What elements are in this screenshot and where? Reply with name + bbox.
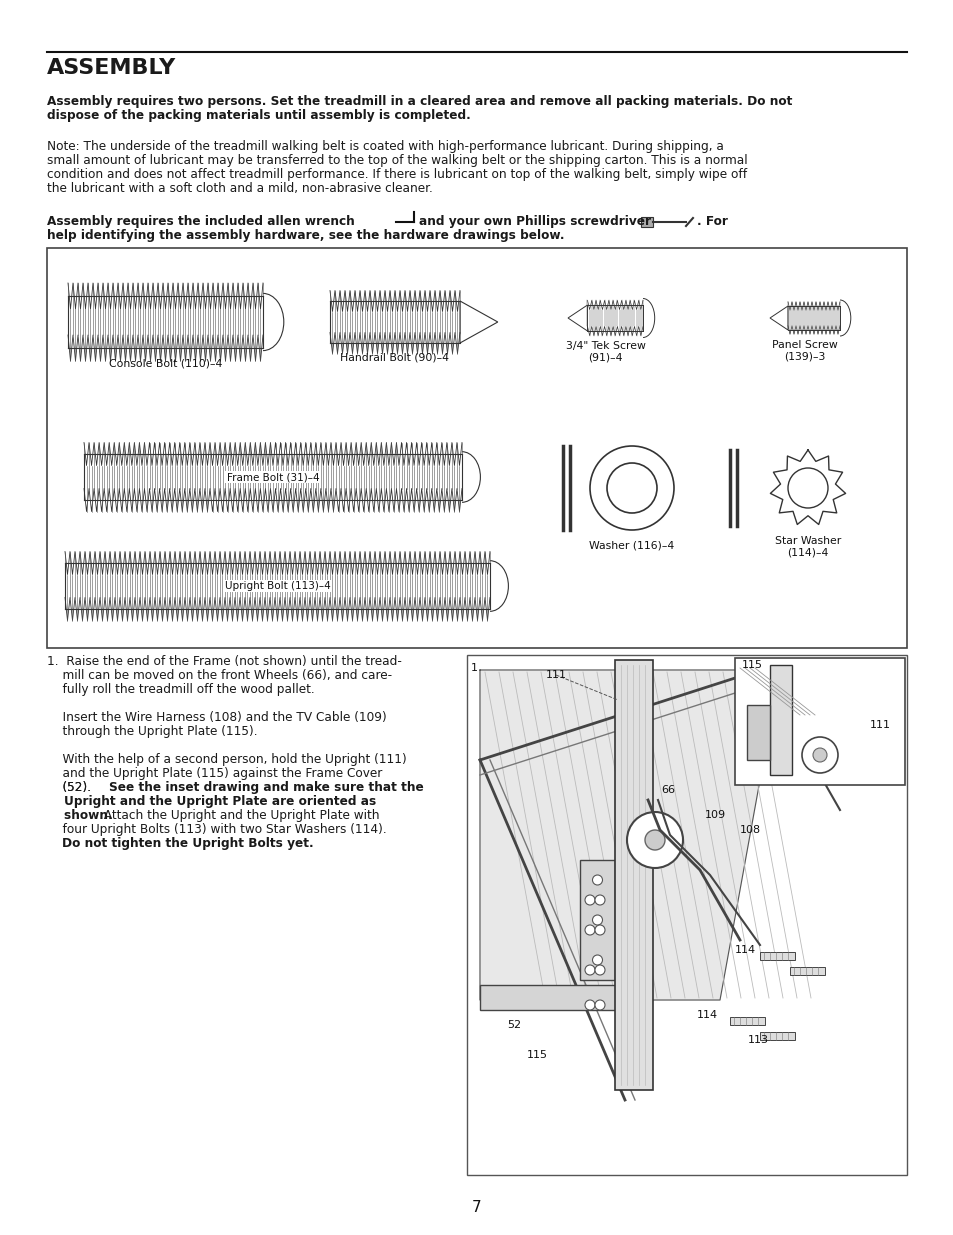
- Bar: [734, 658, 904, 785]
- Text: Washer (116)–4: Washer (116)–4: [589, 540, 674, 550]
- Text: through the Upright Plate (115).: through the Upright Plate (115).: [47, 725, 257, 739]
- Text: Panel Screw
(139)–3: Panel Screw (139)–3: [771, 340, 837, 362]
- Text: help identifying the assembly hardware, see the hardware drawings below.: help identifying the assembly hardware, …: [47, 228, 564, 242]
- Text: . For: . For: [697, 215, 727, 228]
- Circle shape: [626, 811, 682, 868]
- Text: dispose of the packing materials until assembly is completed.: dispose of the packing materials until a…: [47, 109, 470, 122]
- Circle shape: [584, 1000, 595, 1010]
- Text: (52).: (52).: [47, 781, 94, 794]
- Circle shape: [606, 463, 657, 513]
- Text: Note: The underside of the treadmill walking belt is coated with high-performanc: Note: The underside of the treadmill wal…: [47, 140, 723, 153]
- Text: fully roll the treadmill off the wood pallet.: fully roll the treadmill off the wood pa…: [47, 683, 314, 697]
- Text: Attach the Upright and the Upright Plate with: Attach the Upright and the Upright Plate…: [100, 809, 379, 823]
- Text: shown.: shown.: [47, 809, 112, 823]
- Circle shape: [589, 446, 673, 530]
- Circle shape: [592, 915, 602, 925]
- Text: With the help of a second person, hold the Upright (111): With the help of a second person, hold t…: [47, 753, 406, 766]
- Text: 113: 113: [747, 1035, 768, 1045]
- Text: Upright Bolt (113)–4: Upright Bolt (113)–4: [224, 580, 330, 592]
- Bar: [729, 1016, 764, 1025]
- Polygon shape: [769, 306, 787, 330]
- Text: mill can be moved on the front Wheels (66), and care-: mill can be moved on the front Wheels (6…: [47, 669, 392, 682]
- Circle shape: [812, 748, 826, 762]
- Text: Console Bolt (110)–4: Console Bolt (110)–4: [109, 358, 222, 368]
- Text: 3/4" Tek Screw
(91)–4: 3/4" Tek Screw (91)–4: [565, 341, 645, 363]
- Circle shape: [584, 895, 595, 905]
- Text: and your own Phillips screwdriver: and your own Phillips screwdriver: [418, 215, 650, 228]
- Bar: [479, 986, 624, 1010]
- Text: 1.  Raise the end of the Frame (not shown) until the tread-: 1. Raise the end of the Frame (not shown…: [47, 655, 401, 668]
- Bar: [579, 860, 615, 981]
- Bar: [615, 659, 652, 1091]
- Circle shape: [644, 830, 664, 850]
- Text: 114: 114: [697, 1010, 718, 1020]
- Text: See the inset drawing and make sure that the: See the inset drawing and make sure that…: [109, 781, 423, 794]
- Text: 114: 114: [734, 945, 756, 955]
- Circle shape: [595, 925, 604, 935]
- Circle shape: [595, 965, 604, 974]
- Text: 115: 115: [526, 1050, 547, 1060]
- Polygon shape: [459, 301, 497, 343]
- Text: Insert the Wire Harness (108) and the TV Cable (109): Insert the Wire Harness (108) and the TV…: [47, 711, 386, 724]
- Circle shape: [595, 1000, 604, 1010]
- Bar: [769, 664, 791, 776]
- Text: Upright and the Upright Plate are oriented as: Upright and the Upright Plate are orient…: [47, 795, 375, 808]
- Text: Assembly requires two persons. Set the treadmill in a cleared area and remove al: Assembly requires two persons. Set the t…: [47, 95, 792, 107]
- Polygon shape: [567, 305, 587, 331]
- Text: 111: 111: [869, 720, 890, 730]
- Text: 108: 108: [740, 825, 760, 835]
- Bar: [640, 217, 652, 227]
- Text: 115: 115: [741, 659, 762, 671]
- Circle shape: [592, 876, 602, 885]
- Bar: [47, 248, 906, 648]
- Text: Star Washer
(114)–4: Star Washer (114)–4: [774, 536, 841, 557]
- Text: 66: 66: [660, 785, 675, 795]
- Bar: [467, 655, 906, 1174]
- Bar: [760, 952, 794, 960]
- Text: small amount of lubricant may be transferred to the top of the walking belt or t: small amount of lubricant may be transfe…: [47, 154, 747, 167]
- Text: Assembly requires the included allen wrench: Assembly requires the included allen wre…: [47, 215, 355, 228]
- Text: 1: 1: [471, 663, 477, 673]
- Text: 111: 111: [545, 671, 566, 680]
- Circle shape: [787, 468, 827, 508]
- Circle shape: [584, 925, 595, 935]
- Text: four Upright Bolts (113) with two Star Washers (114).: four Upright Bolts (113) with two Star W…: [47, 823, 386, 836]
- Text: Handrail Bolt (90)–4: Handrail Bolt (90)–4: [340, 353, 449, 363]
- Text: ASSEMBLY: ASSEMBLY: [47, 58, 176, 78]
- Text: Do not tighten the Upright Bolts yet.: Do not tighten the Upright Bolts yet.: [62, 837, 314, 850]
- Text: Frame Bolt (31)–4: Frame Bolt (31)–4: [227, 472, 319, 482]
- Text: 109: 109: [704, 810, 725, 820]
- Bar: [746, 705, 769, 760]
- Circle shape: [801, 737, 837, 773]
- Text: (52).: (52).: [47, 781, 94, 794]
- Text: 7: 7: [472, 1200, 481, 1215]
- Text: condition and does not affect treadmill performance. If there is lubricant on to: condition and does not affect treadmill …: [47, 168, 746, 182]
- Bar: [789, 967, 824, 974]
- Polygon shape: [479, 671, 780, 1000]
- Text: 52: 52: [506, 1020, 520, 1030]
- Text: and the Upright Plate (115) against the Frame Cover: and the Upright Plate (115) against the …: [47, 767, 382, 781]
- Circle shape: [595, 895, 604, 905]
- Circle shape: [592, 955, 602, 965]
- Text: the lubricant with a soft cloth and a mild, non-abrasive cleaner.: the lubricant with a soft cloth and a mi…: [47, 182, 433, 195]
- Bar: [760, 1032, 794, 1040]
- Circle shape: [584, 965, 595, 974]
